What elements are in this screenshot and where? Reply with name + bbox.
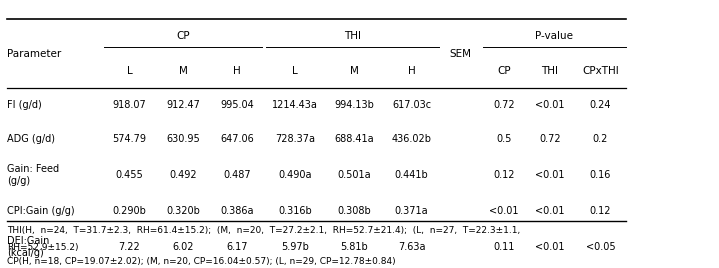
Text: 0.501a: 0.501a [337, 170, 371, 180]
Text: CP: CP [498, 66, 510, 76]
Text: 0.487: 0.487 [224, 170, 251, 180]
Text: 630.95: 630.95 [167, 134, 200, 144]
Text: 912.47: 912.47 [166, 100, 201, 110]
Text: Parameter: Parameter [7, 49, 61, 59]
Text: 0.12: 0.12 [590, 206, 611, 216]
Text: 0.72: 0.72 [539, 134, 561, 144]
Text: CPI:Gain (g/g): CPI:Gain (g/g) [7, 206, 75, 216]
Text: Gain: Feed
(g/g): Gain: Feed (g/g) [7, 164, 59, 186]
Text: 0.455: 0.455 [116, 170, 143, 180]
Text: THI(H,  n=24,  T=31.7±2.3,  RH=61.4±15.2);  (M,  n=20,  T=27.2±2.1,  RH=52.7±21.: THI(H, n=24, T=31.7±2.3, RH=61.4±15.2); … [7, 226, 521, 236]
Text: 0.490a: 0.490a [278, 170, 311, 180]
Text: H: H [234, 66, 241, 76]
Text: 995.04: 995.04 [221, 100, 254, 110]
Text: 0.5: 0.5 [496, 134, 512, 144]
Text: 0.320b: 0.320b [166, 206, 201, 216]
Text: SEM: SEM [449, 49, 471, 59]
Text: 728.37a: 728.37a [275, 134, 315, 144]
Text: <0.01: <0.01 [489, 206, 519, 216]
Text: 1214.43a: 1214.43a [272, 100, 318, 110]
Text: THI: THI [541, 66, 559, 76]
Text: L: L [127, 66, 132, 76]
Text: RH=52.9±15.2): RH=52.9±15.2) [7, 243, 78, 252]
Text: 7.63a: 7.63a [398, 242, 426, 252]
Text: M: M [349, 66, 359, 76]
Text: FI (g/d): FI (g/d) [7, 100, 42, 110]
Text: 0.371a: 0.371a [395, 206, 429, 216]
Text: CP: CP [177, 31, 190, 41]
Text: 436.02b: 436.02b [392, 134, 431, 144]
Text: CPxTHI: CPxTHI [582, 66, 619, 76]
Text: 994.13b: 994.13b [334, 100, 374, 110]
Text: <0.01: <0.01 [535, 100, 565, 110]
Text: <0.01: <0.01 [535, 170, 565, 180]
Text: 6.02: 6.02 [173, 242, 194, 252]
Text: 7.22: 7.22 [119, 242, 140, 252]
Text: ADG (g/d): ADG (g/d) [7, 134, 55, 144]
Text: 0.290b: 0.290b [112, 206, 147, 216]
Text: 647.06: 647.06 [221, 134, 254, 144]
Text: M: M [179, 66, 188, 76]
Text: 0.492: 0.492 [170, 170, 197, 180]
Text: CP(H, n=18, CP=19.07±2.02); (M, n=20, CP=16.04±0.57); (L, n=29, CP=12.78±0.84): CP(H, n=18, CP=19.07±2.02); (M, n=20, CP… [7, 257, 396, 266]
Text: <0.01: <0.01 [535, 242, 565, 252]
Text: 0.11: 0.11 [493, 242, 515, 252]
Text: 574.79: 574.79 [112, 134, 147, 144]
Text: 0.24: 0.24 [590, 100, 611, 110]
Text: 5.81b: 5.81b [340, 242, 368, 252]
Text: 0.308b: 0.308b [337, 206, 371, 216]
Text: 0.16: 0.16 [590, 170, 611, 180]
Text: L: L [292, 66, 298, 76]
Text: DEI:Gain
(kcal/g): DEI:Gain (kcal/g) [7, 236, 50, 258]
Text: 0.316b: 0.316b [278, 206, 311, 216]
Text: THI: THI [344, 31, 361, 41]
Text: 0.441b: 0.441b [395, 170, 429, 180]
Text: 918.07: 918.07 [113, 100, 146, 110]
Text: 0.386a: 0.386a [221, 206, 254, 216]
Text: H: H [408, 66, 416, 76]
Text: 0.12: 0.12 [493, 170, 515, 180]
Text: 5.97b: 5.97b [281, 242, 308, 252]
Text: <0.01: <0.01 [535, 206, 565, 216]
Text: 6.17: 6.17 [226, 242, 248, 252]
Text: P-value: P-value [536, 31, 573, 41]
Text: 617.03c: 617.03c [392, 100, 431, 110]
Text: <0.05: <0.05 [585, 242, 615, 252]
Text: 0.2: 0.2 [592, 134, 608, 144]
Text: 0.72: 0.72 [493, 100, 515, 110]
Text: 688.41a: 688.41a [334, 134, 374, 144]
